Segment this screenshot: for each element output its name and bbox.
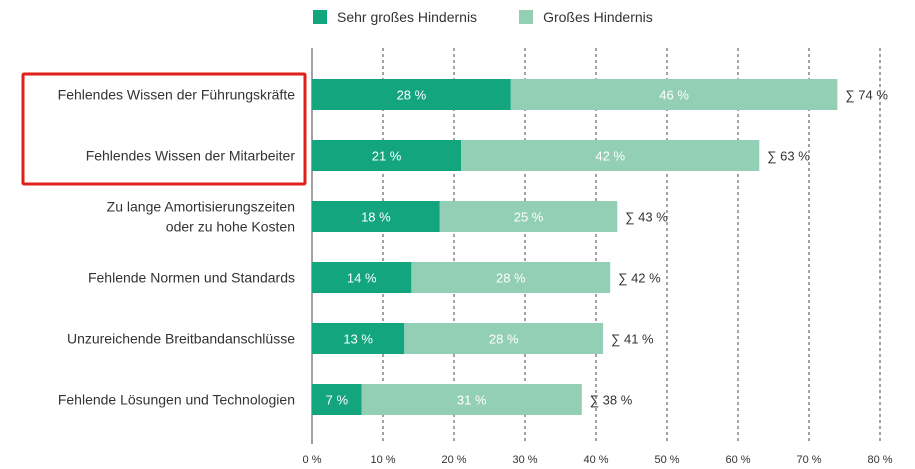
bar-1-1 (461, 140, 760, 171)
highlight-rect (21, 72, 307, 186)
category-label-2-0: Zu lange Amortisierungszeiten (107, 199, 295, 215)
category-label-3-0: Fehlende Normen und Standards (88, 270, 295, 286)
bar-label-1-4: 28 % (489, 332, 519, 347)
category-label-0-0: Fehlendes Wissen der Führungskräfte (58, 87, 296, 103)
total-label-5: ∑ 38 % (590, 393, 633, 408)
bar-0-2 (312, 201, 440, 232)
grid-lines (311, 48, 881, 444)
tick-label-60: 60 % (725, 454, 750, 466)
tick-label-20: 20 % (441, 454, 466, 466)
bar-0-5 (312, 384, 362, 415)
bar-label-0-2: 18 % (361, 210, 391, 225)
bar-1-5 (361, 384, 582, 415)
bar-1-2 (439, 201, 618, 232)
legend-swatch-grosses-hindernis (519, 10, 534, 24)
total-label-2: ∑ 43 % (625, 210, 668, 225)
category-label-5-0: Fehlende Lösungen und Technologien (58, 392, 295, 408)
tick-label-50: 50 % (654, 454, 679, 466)
bar-label-0-5: 7 % (326, 393, 349, 408)
tick-label-40: 40 % (583, 454, 608, 466)
legend: Sehr großes Hindernis Großes Hindernis (313, 5, 695, 29)
bar-label-0-1: 21 % (372, 149, 402, 164)
legend-item-sehr-grosses-hindernis: Sehr großes Hindernis (313, 9, 477, 25)
bar-label-1-5: 31 % (457, 393, 487, 408)
legend-swatch-sehr-grosses-hindernis (313, 10, 327, 24)
bar-1-4 (404, 323, 604, 354)
bar-0-1 (312, 140, 462, 171)
bar-label-1-2: 25 % (514, 210, 544, 225)
tick-label-30: 30 % (512, 454, 537, 466)
category-label-4-0: Unzureichende Breitbandanschlüsse (67, 331, 295, 347)
bar-1-0 (510, 79, 838, 110)
total-label-1: ∑ 63 % (767, 149, 810, 164)
bar-label-0-0: 28 % (397, 88, 427, 103)
total-label-4: ∑ 41 % (611, 332, 654, 347)
legend-label-sehr-grosses-hindernis: Sehr großes Hindernis (337, 9, 478, 25)
bar-0-3 (312, 262, 412, 293)
tick-label-80: 80 % (867, 454, 892, 466)
bar-label-1-3: 28 % (496, 271, 526, 286)
bar-label-0-4: 13 % (343, 332, 373, 347)
bar-label-1-1: 42 % (595, 149, 625, 164)
tick-label-10: 10 % (370, 454, 395, 466)
bar-label-1-0: 46 % (659, 88, 689, 103)
total-label-3: ∑ 42 % (618, 271, 661, 286)
tick-label-0: 0 % (303, 454, 322, 466)
bar-1-3 (411, 262, 611, 293)
bar-label-0-3: 14 % (347, 271, 377, 286)
total-label-0: ∑ 74 % (845, 88, 888, 103)
highlight-box (21, 72, 307, 186)
category-label-2-1: oder zu hohe Kosten (166, 219, 295, 235)
category-label-1-0: Fehlendes Wissen der Mitarbeiter (86, 148, 296, 164)
tick-label-70: 70 % (796, 454, 821, 466)
legend-item-grosses-hindernis: Großes Hindernis (519, 9, 653, 25)
legend-label-grosses-hindernis: Großes Hindernis (543, 9, 653, 25)
x-axis-ticks: 0 % 10 % 20 % 30 % 40 % 50 % 60 % 70 % 80 % (303, 454, 893, 466)
bar-0-4 (312, 323, 405, 354)
category-labels: Fehlendes Wissen der Führungskräfte Fehle… (58, 87, 296, 408)
bars: 28 % 46 % ∑ 74 % 21 % 42 % ∑ 63 % 18 % 25 % ∑ 43… (312, 79, 888, 415)
bar-0-0 (312, 79, 511, 110)
